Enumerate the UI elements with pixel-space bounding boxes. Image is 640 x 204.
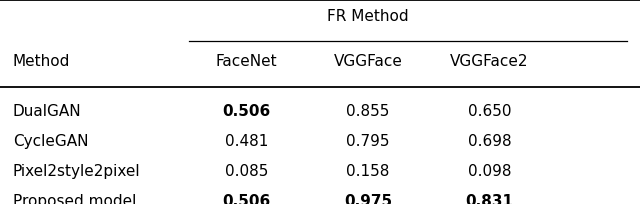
Text: 0.855: 0.855 (346, 104, 390, 119)
Text: CycleGAN: CycleGAN (13, 134, 88, 149)
Text: VGGFace: VGGFace (333, 54, 403, 69)
Text: 0.158: 0.158 (346, 164, 390, 179)
Text: 0.506: 0.506 (222, 104, 271, 119)
Text: 0.975: 0.975 (344, 194, 392, 204)
Text: Proposed model: Proposed model (13, 194, 136, 204)
Text: 0.795: 0.795 (346, 134, 390, 149)
Text: FaceNet: FaceNet (216, 54, 277, 69)
Text: 0.506: 0.506 (222, 194, 271, 204)
Text: FR Method: FR Method (327, 9, 409, 24)
Text: DualGAN: DualGAN (13, 104, 81, 119)
Text: Method: Method (13, 54, 70, 69)
Text: 0.481: 0.481 (225, 134, 268, 149)
Text: 0.698: 0.698 (468, 134, 511, 149)
Text: 0.831: 0.831 (466, 194, 514, 204)
Text: 0.098: 0.098 (468, 164, 511, 179)
Text: 0.650: 0.650 (468, 104, 511, 119)
Text: 0.085: 0.085 (225, 164, 268, 179)
Text: VGGFace2: VGGFace2 (451, 54, 529, 69)
Text: Pixel2style2pixel: Pixel2style2pixel (13, 164, 140, 179)
